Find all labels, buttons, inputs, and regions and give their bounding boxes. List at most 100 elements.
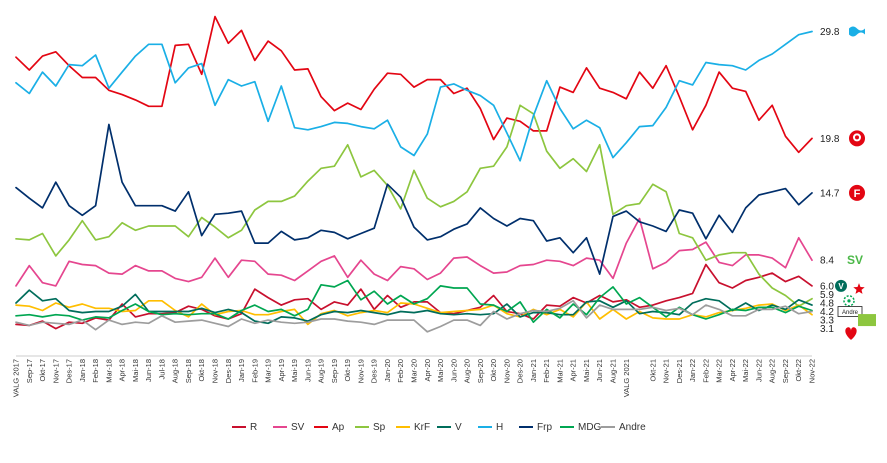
legend-item-ap: Ap [314,422,345,433]
x-tick-label: Aug-22 [768,359,777,383]
series-line-mdg [15,279,813,324]
end-value-label: 4.2 [820,307,834,318]
x-tick-label: Okt-19 [343,359,352,382]
series-line-frp [15,123,813,275]
svg-text:F: F [854,188,861,200]
x-tick-label: Jun-18 [144,359,153,382]
svg-text:V: V [838,282,844,291]
x-tick-label: Mar-18 [104,359,113,383]
x-tick-label: Feb-19 [250,359,259,383]
x-tick-label: Feb-22 [701,359,710,383]
andre-badge-icon: Andre [837,306,863,317]
x-tick-label: Des-19 [370,359,379,383]
legend-item-mdg: MDG [560,422,602,433]
x-tick-label: Nov-21 [662,359,671,383]
x-tick-label: Apr-20 [423,359,432,382]
x-tick-label: Nov-18 [211,359,220,383]
x-tick-label: Sep-19 [330,359,339,383]
x-tick-label: Sep-17 [25,359,34,383]
x-tick-label: Jan-22 [688,359,697,382]
x-tick-label: Mar-19 [264,359,273,383]
end-value-label: 3.3 [820,316,834,327]
legend-item-v: V [437,422,462,433]
legend-label: Frp [537,422,552,433]
x-tick-label: Apr-19 [277,359,286,382]
x-tick-label: Jan-21 [529,359,538,382]
series-line-v [15,289,813,325]
legend: R SV Ap Sp KrF V H Frp MDG Andre [232,422,646,433]
x-tick-label: Jan-20 [383,359,392,382]
series-line-h [15,30,813,162]
x-tick-label: Jul-18 [157,359,166,379]
x-tick-label: Aug-18 [171,359,180,383]
x-tick-label: Des-18 [224,359,233,383]
svg-text:Andre: Andre [842,310,859,316]
legend-item-sv: SV [273,422,305,433]
x-tick-label: Sep-20 [476,359,485,383]
x-tick-label: Nov-22 [808,359,817,383]
legend-label: KrF [414,422,430,433]
frp-logo-icon: F [849,184,865,201]
x-tick-label: Mar-20 [410,359,419,383]
x-tick-label: Okt-20 [489,359,498,382]
end-value-label: 6.0 [820,281,834,292]
x-tick-label: Jun-21 [595,359,604,382]
legend-item-krf: KrF [396,422,430,433]
x-tick-label: Jun-20 [449,359,458,382]
end-value-labels: 29.8 19.8 14.7 8.4 6.05.94.84.23.33.1 [820,27,840,335]
x-tick-label: Okt-18 [197,359,206,382]
x-tick-label: Jun-19 [303,359,312,382]
x-tick-label: Apr-22 [728,359,737,382]
sv-logo-icon: SV [847,253,863,267]
legend-item-sp: Sp [355,422,386,433]
end-value-label: 5.9 [820,290,834,301]
svg-text:SV: SV [847,253,863,267]
end-value-label: 8.4 [820,256,834,267]
x-tick-label: Mai-18 [131,359,140,382]
x-tick-label: Des-20 [516,359,525,383]
h-wave-icon [849,26,865,37]
x-tick-label: Mai-19 [290,359,299,382]
x-tick-label: Aug-20 [463,359,472,383]
x-tick-label: Okt-17 [38,359,47,382]
end-value-label: 3.1 [820,324,834,335]
series-line-sv [15,217,813,287]
end-value-label: 14.7 [820,188,840,199]
x-tick-label: VALG 2021 [622,359,631,397]
x-tick-label: Mai-22 [741,359,750,382]
x-tick-label: Aug-19 [317,359,326,383]
legend-label: Sp [373,422,386,433]
x-tick-label: Nov-20 [502,359,511,383]
x-tick-label: Mai-20 [436,359,445,382]
x-tick-label: Aug-21 [609,359,618,383]
legend-label: Ap [332,422,345,433]
legend-label: V [455,422,462,433]
series-line-andre [15,299,813,333]
legend-label: SV [291,422,305,433]
series-line-sp [15,104,813,308]
x-tick-label: Jan-18 [78,359,87,382]
x-tick-label: Feb-18 [91,359,100,383]
x-tick-label: Okt-22 [794,359,803,382]
x-axis: VALG 2017 Sep-17 Okt-17 Nov-17 Des-17 Jan-18 F… [12,355,817,397]
end-value-label: 19.8 [820,134,840,145]
legend-item-andre: Andre [601,422,646,433]
series-line-ap [15,15,813,154]
party-logos: F SV V Andre [835,26,876,340]
series-lines [15,15,813,333]
x-tick-label: Sep-22 [781,359,790,383]
legend-label: MDG [578,422,602,433]
series-line-r [15,263,813,330]
x-tick-label: Nov-17 [51,359,60,383]
legend-label: R [250,422,257,433]
x-tick-label: Mar-21 [555,359,564,383]
end-value-label: 4.8 [820,298,834,309]
v-logo-icon: V [835,279,847,292]
x-tick-label: Des-21 [675,359,684,383]
legend-label: H [496,422,503,433]
x-tick-label: Feb-20 [396,359,405,383]
krf-logo-icon [845,327,857,340]
x-tick-label: Feb-21 [542,359,551,383]
sunflower-icon [843,295,855,307]
